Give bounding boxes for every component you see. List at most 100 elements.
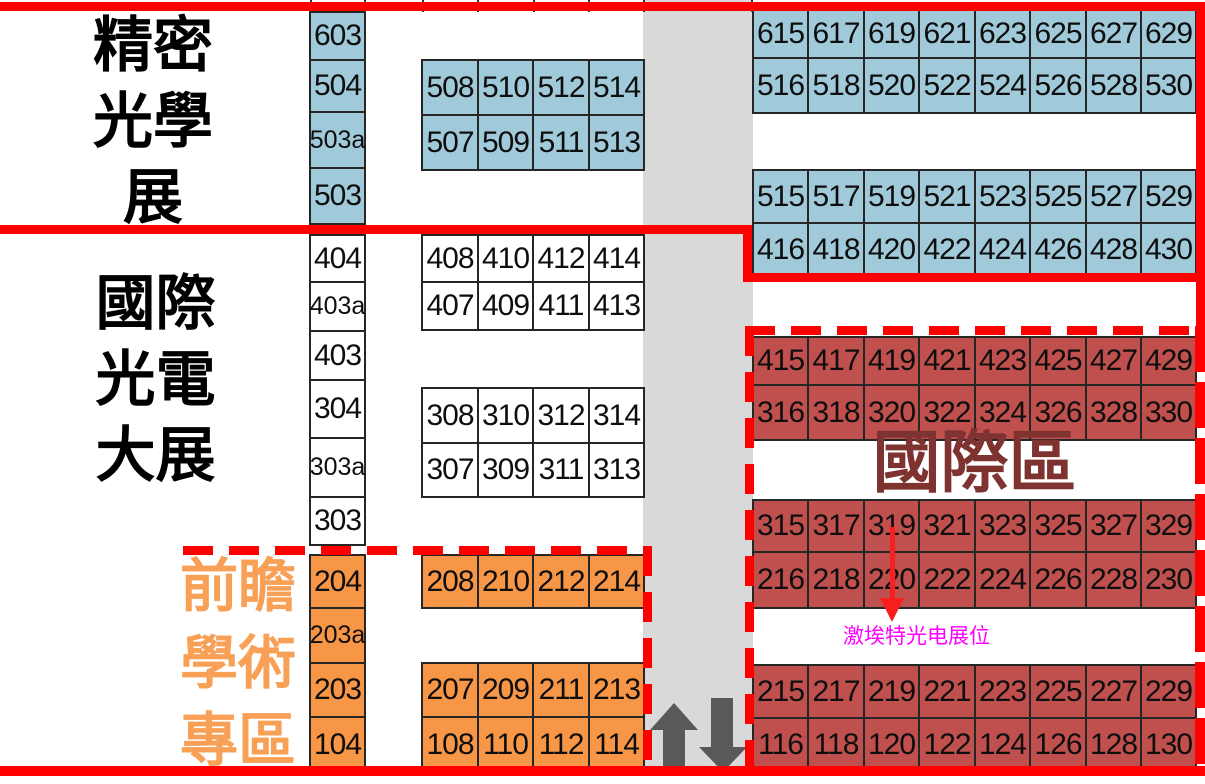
boundary-top xyxy=(0,2,1205,11)
booth-516: 516 xyxy=(752,57,809,114)
booth-221: 221 xyxy=(918,664,976,719)
booth-126: 126 xyxy=(1029,717,1087,773)
booth-110: 110 xyxy=(477,716,534,774)
booth-326: 326 xyxy=(1029,384,1087,441)
booth-207: 207 xyxy=(421,662,479,718)
booth-230: 230 xyxy=(1140,551,1197,609)
booth-508: 508 xyxy=(421,59,479,116)
booth-519: 519 xyxy=(863,169,920,224)
booth-415: 415 xyxy=(752,336,809,386)
booth-223: 223 xyxy=(974,664,1031,719)
booth-423: 423 xyxy=(974,336,1031,386)
booth-228: 228 xyxy=(1085,551,1142,609)
booth-525: 525 xyxy=(1029,169,1087,224)
academic-zone-dashed-right xyxy=(643,546,652,768)
intl-zone-dashed-right xyxy=(1195,326,1205,768)
booth-414: 414 xyxy=(588,234,645,283)
booth-329: 329 xyxy=(1140,499,1197,553)
booth-517: 517 xyxy=(807,169,865,224)
booth-330: 330 xyxy=(1140,384,1197,441)
booth-403a: 403a xyxy=(309,281,366,332)
booth-224: 224 xyxy=(974,551,1031,609)
booth-410: 410 xyxy=(477,234,534,283)
booth-124: 124 xyxy=(974,717,1031,773)
booth-225: 225 xyxy=(1029,664,1087,719)
booth-227: 227 xyxy=(1085,664,1142,719)
booth-413: 413 xyxy=(588,281,645,331)
booth-629: 629 xyxy=(1140,9,1197,59)
boundary-right xyxy=(1196,2,1205,332)
booth-507: 507 xyxy=(421,114,479,171)
booth-114: 114 xyxy=(588,716,645,774)
booth-222: 222 xyxy=(918,551,976,609)
booth-511: 511 xyxy=(532,114,590,171)
booth-213: 213 xyxy=(588,662,645,718)
booth-416: 416 xyxy=(752,222,809,278)
booth-523: 523 xyxy=(974,169,1031,224)
booth-403: 403 xyxy=(309,330,366,381)
booth-529: 529 xyxy=(1140,169,1197,224)
booth-420: 420 xyxy=(863,222,920,278)
booth-520: 520 xyxy=(863,57,920,114)
boundary-step-horizontal xyxy=(743,273,1205,282)
booth-418: 418 xyxy=(807,222,865,278)
intl-zone-dashed-top xyxy=(745,326,1204,335)
booth-503a: 503a xyxy=(309,111,366,169)
booth-515: 515 xyxy=(752,169,809,224)
booth-424: 424 xyxy=(974,222,1031,278)
booth-320: 320 xyxy=(863,384,920,441)
booth-411: 411 xyxy=(532,281,590,331)
booth-217: 217 xyxy=(807,664,865,719)
booth-219: 219 xyxy=(863,664,920,719)
booth-311: 311 xyxy=(532,442,590,498)
booth-128: 128 xyxy=(1085,717,1142,773)
booth-208: 208 xyxy=(421,554,479,609)
booth-212: 212 xyxy=(532,554,590,609)
booth-218: 218 xyxy=(807,551,865,609)
region-label-international-zone: 國際區 xyxy=(872,425,1077,501)
booth-425: 425 xyxy=(1029,336,1087,386)
booth-427: 427 xyxy=(1085,336,1142,386)
booth-116: 116 xyxy=(752,717,809,773)
booth-327: 327 xyxy=(1085,499,1142,553)
booth-308: 308 xyxy=(421,387,479,444)
booth-120: 120 xyxy=(863,717,920,773)
booth-210: 210 xyxy=(477,554,534,609)
booth-315: 315 xyxy=(752,499,809,553)
booth-417: 417 xyxy=(807,336,865,386)
booth-312: 312 xyxy=(532,387,590,444)
booth-422: 422 xyxy=(918,222,976,278)
booth-309: 309 xyxy=(477,442,534,498)
booth-324: 324 xyxy=(974,384,1031,441)
booth-426: 426 xyxy=(1029,222,1087,278)
booth-108: 108 xyxy=(421,716,479,774)
booth-130: 130 xyxy=(1140,717,1197,773)
label-line: 學術 xyxy=(179,631,296,696)
booth-504: 504 xyxy=(309,59,366,113)
booth-528: 528 xyxy=(1085,57,1142,114)
booth-314: 314 xyxy=(588,387,645,444)
booth-118: 118 xyxy=(807,717,865,773)
booth-216: 216 xyxy=(752,551,809,609)
booth-514: 514 xyxy=(588,59,645,116)
booth-303a: 303a xyxy=(309,437,366,498)
region-label-precision-optics: 精密 光學 展 xyxy=(83,8,223,236)
booth-122: 122 xyxy=(918,717,976,773)
booth-307: 307 xyxy=(421,442,479,498)
booth-518: 518 xyxy=(807,57,865,114)
label-line: 國際 xyxy=(95,270,216,337)
booth-419: 419 xyxy=(863,336,920,386)
booth-615: 615 xyxy=(752,9,809,59)
booth-510: 510 xyxy=(477,59,534,116)
label-line: 前瞻 xyxy=(179,554,296,619)
booth-509: 509 xyxy=(477,114,534,171)
booth-325: 325 xyxy=(1029,499,1087,553)
up-arrow-shaft xyxy=(663,729,685,771)
label-line: 精密 xyxy=(93,12,213,79)
boundary-optics-expo xyxy=(0,225,750,234)
booth-226: 226 xyxy=(1029,551,1087,609)
booth-621: 621 xyxy=(918,9,976,59)
academic-zone-dashed-top xyxy=(183,546,651,555)
booth-316: 316 xyxy=(752,384,809,441)
